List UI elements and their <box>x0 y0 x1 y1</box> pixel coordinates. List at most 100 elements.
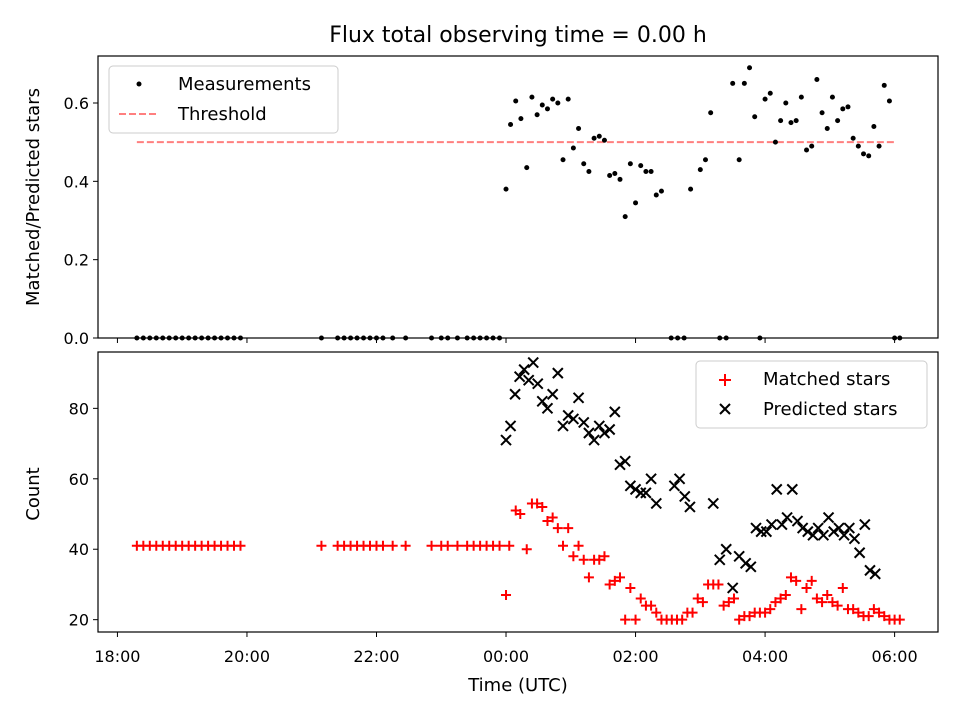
measurement-point <box>612 171 618 176</box>
measurement-point <box>829 94 835 100</box>
predicted-star-point <box>532 377 544 390</box>
matched-star-point <box>853 607 864 618</box>
figure-title: Flux total observing time = 0.00 h <box>329 23 707 48</box>
predicted-star-point <box>822 511 835 524</box>
top-ytick-label: 0.6 <box>64 94 89 113</box>
legend-measurements-label: Measurements <box>178 74 311 95</box>
matched-star-point <box>796 604 807 615</box>
matched-star-point <box>609 575 620 586</box>
predicted-star-point <box>603 423 616 436</box>
predicted-star-point <box>504 420 517 432</box>
measurement-point <box>633 200 639 206</box>
measurement-point <box>596 133 602 139</box>
matched-star-point <box>521 544 532 555</box>
predicted-star-point <box>518 363 530 376</box>
top-legend: Measurements Threshold <box>108 65 339 134</box>
predicted-star-point <box>541 402 554 415</box>
predicted-star-point <box>760 525 773 538</box>
measurement-point <box>850 135 856 141</box>
predicted-star-point <box>527 356 539 369</box>
predicted-star-point <box>578 416 590 429</box>
measurement-point <box>866 153 872 159</box>
measurement-point <box>565 96 571 102</box>
matched-star-point <box>760 607 771 618</box>
predicted-star-point <box>853 547 866 559</box>
predicted-star-point <box>624 480 637 492</box>
matched-star-point <box>494 540 505 551</box>
measurement-point <box>503 186 509 192</box>
predicted-star-point <box>843 522 855 534</box>
measurement-point <box>708 110 714 116</box>
measurement-point <box>658 188 664 194</box>
matched-star-point <box>316 540 327 551</box>
measurement-point <box>653 192 659 198</box>
bottom-plot: 20 40 60 80 18:00 20:00 22:00 00:00 02:00 04:00 06… <box>69 356 918 666</box>
predicted-star-point <box>714 554 726 566</box>
matched-star-point <box>635 593 646 604</box>
matched-star-point <box>504 540 515 551</box>
bottom-ytick-label: 20 <box>69 611 89 630</box>
predicted-star-point <box>567 413 580 425</box>
predicted-star-point <box>833 522 845 534</box>
predicted-star-point <box>562 409 574 422</box>
predicted-star-point <box>583 427 595 439</box>
matched-star-point <box>615 572 626 583</box>
predicted-star-point <box>513 370 526 383</box>
predicted-star-point <box>500 434 512 446</box>
measurement-point <box>702 157 708 163</box>
measurement-point <box>835 118 841 124</box>
measurement-point <box>534 112 540 118</box>
measurement-point <box>513 98 519 104</box>
x-axis-label: Time (UTC) <box>467 675 568 696</box>
legend-threshold-label: Threshold <box>177 104 267 125</box>
predicted-star-point <box>588 434 600 446</box>
predicted-star-point <box>765 518 778 531</box>
matched-star-point <box>620 614 631 625</box>
bottom-xtick-label: 02:00 <box>612 647 658 666</box>
legend-matched-marker <box>719 374 731 386</box>
predicted-star-point <box>609 406 621 418</box>
predicted-star-point <box>807 529 819 541</box>
measurement-point <box>581 161 587 167</box>
bottom-ytick-label: 60 <box>69 470 89 489</box>
measurement-point <box>788 120 794 126</box>
matched-star-point <box>552 523 563 534</box>
measurement-point <box>697 167 703 173</box>
legend-matched-label: Matched stars <box>763 369 890 390</box>
bottom-xtick-label: 22:00 <box>353 647 399 666</box>
matched-star-point <box>651 607 662 618</box>
measurement-point <box>886 98 892 104</box>
measurement-point <box>762 96 768 102</box>
measurement-point <box>544 106 550 112</box>
bottom-ytick-label: 40 <box>69 540 89 559</box>
matched-star-point <box>542 516 553 527</box>
measurement-point <box>550 96 556 102</box>
top-plot: 0.0 0.2 0.4 0.6 <box>64 65 903 348</box>
measurement-point <box>518 116 524 122</box>
measurement-point <box>555 100 561 106</box>
matched-star-point <box>501 590 512 601</box>
matched-star-point <box>692 593 703 604</box>
matched-star-point <box>728 593 739 604</box>
predicted-star-point <box>557 420 569 432</box>
predicted-star-point <box>546 388 559 400</box>
matched-star-point <box>646 600 657 611</box>
measurement-point <box>876 143 882 149</box>
measurement-point <box>570 145 576 151</box>
measurement-point <box>845 104 851 110</box>
bottom-legend: Matched stars Predicted stars <box>695 360 928 429</box>
measurement-point <box>840 106 846 112</box>
bottom-axes-frame <box>97 351 939 633</box>
predicted-star-point <box>745 561 757 573</box>
measurement-point <box>539 102 545 108</box>
predicted-star-point <box>645 473 657 485</box>
measurement-point <box>627 161 633 167</box>
measurement-point <box>638 163 644 169</box>
matched-star-point <box>801 582 812 593</box>
measurement-point <box>861 151 867 157</box>
measurement-point <box>798 94 804 100</box>
predicted-star-point <box>720 543 732 555</box>
predicted-star-point <box>536 395 548 408</box>
predicted-star-point <box>802 525 814 538</box>
matched-star-point <box>578 554 589 565</box>
